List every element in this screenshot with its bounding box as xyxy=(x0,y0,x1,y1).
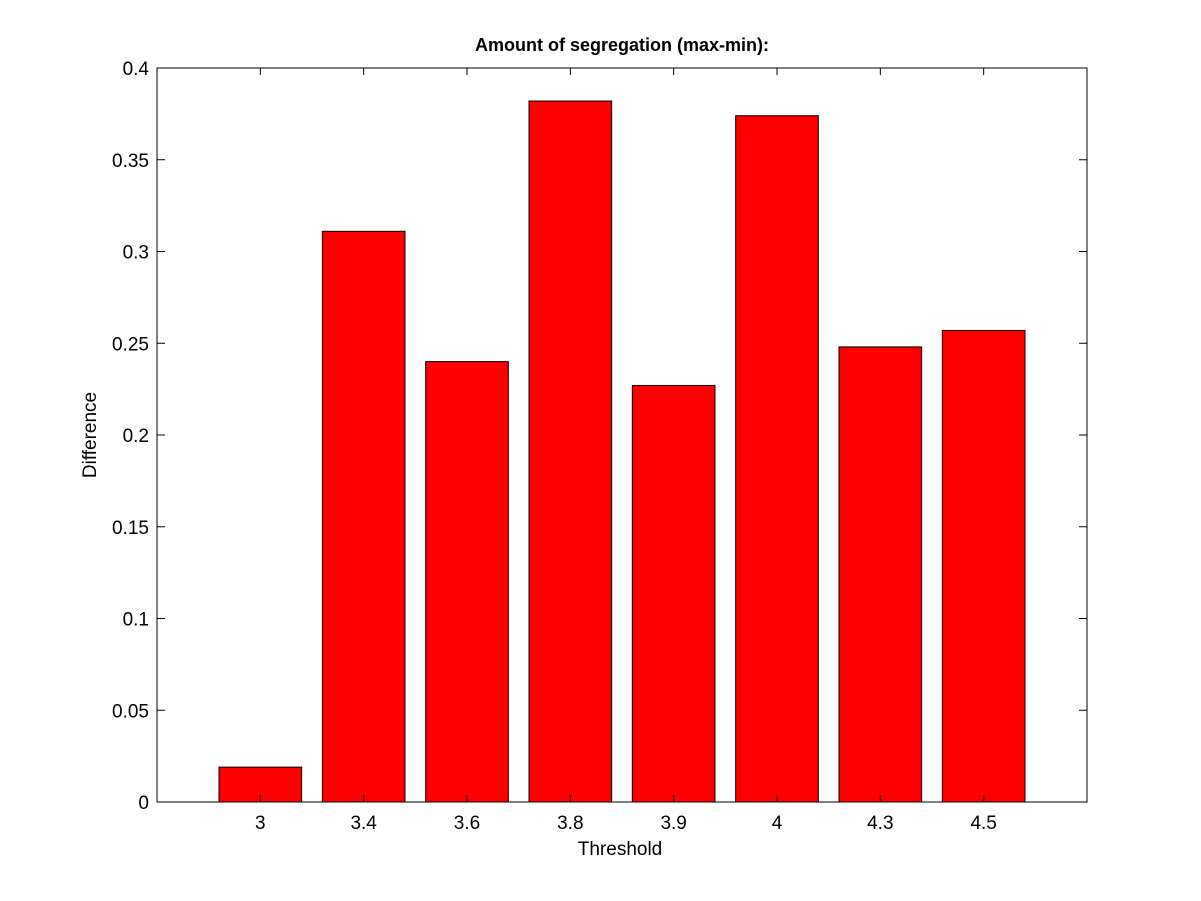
bar-4-5 xyxy=(941,329,1026,803)
bar-3-9 xyxy=(631,384,716,803)
y-tick-label: 0.4 xyxy=(123,59,150,80)
bar-3-6 xyxy=(425,361,509,803)
y-tick-label: 0.05 xyxy=(112,701,149,722)
x-tick-label: 4 xyxy=(772,813,783,834)
bar-3-8 xyxy=(528,100,613,803)
y-tick-label: 0.3 xyxy=(123,243,149,264)
y-tick-label: 0.2 xyxy=(123,426,149,447)
x-axis-label: Threshold xyxy=(578,839,663,860)
x-tick-label: 3.9 xyxy=(660,813,686,834)
tick-labels-layer: 3 3.4 3.6 3.8 3.9 4 4.3 4.5 0 0.05 0.1 0.15 0.2 0.25 0… xyxy=(112,59,997,834)
y-tick-label: 0.1 xyxy=(123,610,149,631)
x-tick-label: 3 xyxy=(255,813,266,834)
x-tick-label: 3.6 xyxy=(454,813,480,834)
bars-layer xyxy=(218,100,1026,803)
bar-3-4 xyxy=(321,230,406,803)
x-tick-label: 4.3 xyxy=(867,813,893,834)
x-tick-label: 3.4 xyxy=(350,813,377,834)
x-tick-label: 3.8 xyxy=(557,813,583,834)
y-tick-label: 0 xyxy=(138,793,149,814)
bar-4-3 xyxy=(838,346,923,803)
y-tick-label: 0.25 xyxy=(112,334,149,355)
bar-4 xyxy=(735,115,819,803)
y-tick-label: 0.15 xyxy=(112,518,149,539)
plot-area-frame xyxy=(156,67,1088,803)
y-axis-label: Difference xyxy=(80,392,101,478)
y-tick-label: 0.35 xyxy=(112,151,149,172)
x-tick-label: 4.5 xyxy=(970,813,996,834)
chart-title: Amount of segregation (max-min): xyxy=(475,35,769,55)
